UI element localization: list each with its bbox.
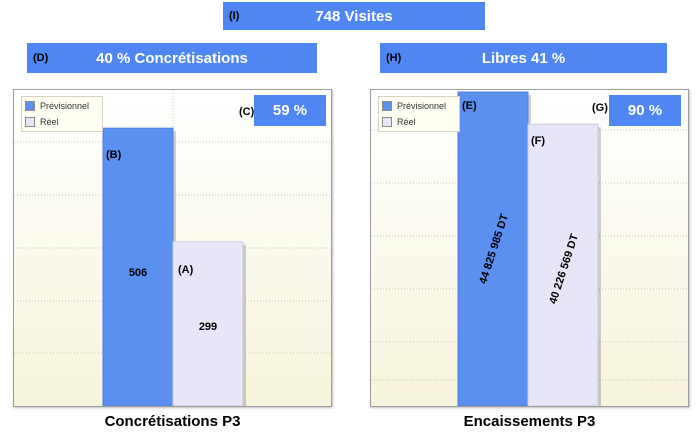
encaissements-chart-plot: (E)44 825 985 DT(F)40 226 569 DT — [371, 90, 688, 406]
legend-label-reel: Réel — [40, 117, 59, 127]
legend-label-previsionnel: Prévisionnel — [397, 101, 447, 111]
legend-swatch-reel — [382, 117, 392, 127]
caption-encaissements: Encaissements P3 — [463, 413, 596, 430]
legend-item-previsionnel: Prévisionnel — [382, 99, 459, 113]
percent-tag-c: (C) — [239, 106, 255, 118]
concretisations-legend: Prévisionnel Réel — [21, 96, 103, 132]
concretisations-chart: (B) 506 (A) 299 Prévisionnel Réel (C) 59 % — [13, 89, 332, 407]
legend-swatch-previsionnel — [382, 101, 392, 111]
caption-concretisations: Concrétisations P3 — [104, 413, 241, 430]
legend-item-reel: Réel — [25, 115, 102, 129]
libres-tag: (H) — [386, 52, 402, 64]
bar-value-label: 299 — [199, 321, 217, 333]
visits-text: 748 Visites — [315, 7, 393, 25]
legend-item-reel: Réel — [382, 115, 459, 129]
encaissements-legend: Prévisionnel Réel — [378, 96, 460, 132]
bar-reel — [527, 123, 599, 406]
bar-tag: (A) — [178, 264, 194, 276]
libres-text: Libres 41 % — [481, 49, 566, 67]
visits-banner: (I) 748 Visites — [223, 2, 485, 30]
legend-item-previsionnel: Prévisionnel — [25, 99, 102, 113]
concretisations-tag: (D) — [33, 52, 49, 64]
legend-swatch-reel — [25, 117, 35, 127]
percent-badge-concretisations: 59 % — [254, 95, 326, 126]
legend-label-previsionnel: Prévisionnel — [40, 101, 90, 111]
percent-badge-encaissements: 90 % — [609, 95, 681, 126]
concretisations-chart-plot: (B) 506 (A) 299 — [14, 90, 331, 406]
concretisations-banner: (D) 40 % Concrétisations — [27, 43, 317, 73]
libres-banner: (H) Libres 41 % — [380, 43, 667, 73]
bar-value-label: 506 — [129, 267, 147, 279]
legend-label-reel: Réel — [397, 117, 416, 127]
concretisations-text: 40 % Concrétisations — [96, 49, 248, 67]
legend-swatch-previsionnel — [25, 101, 35, 111]
bar-tag: (B) — [106, 149, 122, 161]
percent-tag-g: (G) — [592, 102, 608, 114]
bar-reel — [172, 241, 244, 406]
bar-tag: (E) — [462, 100, 477, 112]
bar-tag: (F) — [531, 135, 545, 147]
visits-tag: (I) — [229, 10, 240, 22]
encaissements-chart: (E) 44 825 985 DT (F) 40 226 569 DT Prévisi… — [370, 89, 689, 407]
